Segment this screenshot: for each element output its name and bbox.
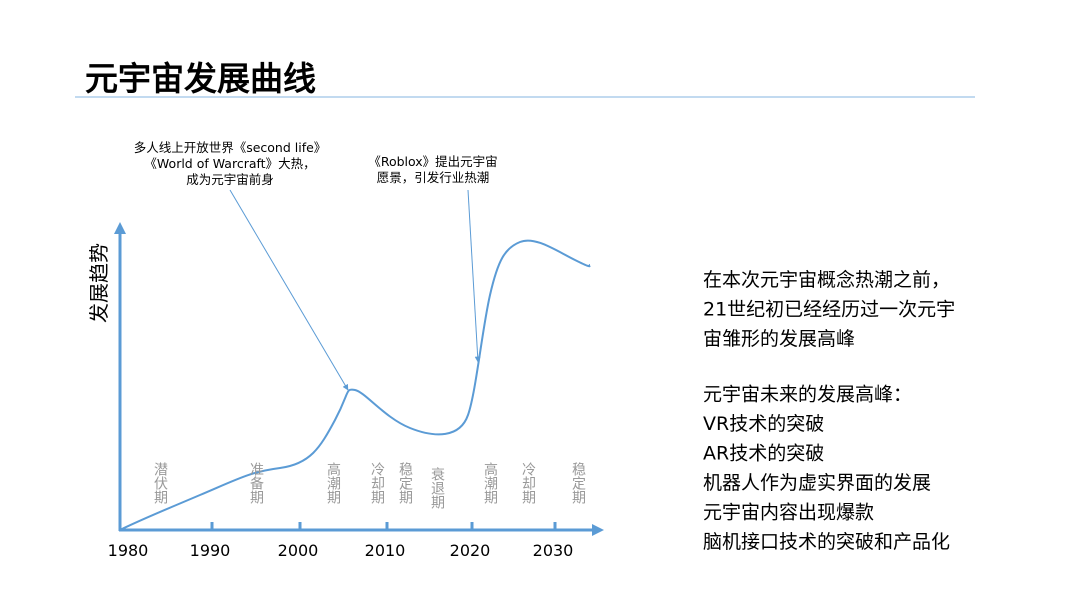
title: 元宇宙发展曲线 <box>85 59 316 98</box>
note-line: AR技术的突破 <box>703 443 824 465</box>
x-tick-label: 1990 <box>190 541 231 560</box>
annotation-arrow <box>467 189 481 363</box>
annotation: 愿景，引发行业热潮 <box>377 170 490 185</box>
annotation: 多人线上开放世界《second life》 <box>134 140 327 155</box>
phase-label: 冷却期 <box>520 462 536 505</box>
x-tick-label: 2020 <box>450 541 491 560</box>
axis-label: 发展趋势 <box>87 243 111 323</box>
annotation-arrow <box>229 189 349 391</box>
note-line: 元宇宙内容出现爆款 <box>703 502 874 524</box>
phase-label: 高潮期 <box>482 461 498 505</box>
x-tick-label: 1980 <box>108 541 149 560</box>
note-line: 脑机接口技术的突破和产品化 <box>703 531 950 553</box>
content: 1980 1990 2000 2010 2020 2030潜伏期 准备期 高潮期 冷却期 稳定期衰… <box>108 140 956 560</box>
x-tick-label: 2010 <box>365 541 406 560</box>
phase-label: 潜伏期 <box>152 462 168 505</box>
note-line: 宙雏形的发展高峰 <box>703 328 855 350</box>
phase-label: 稳定期 <box>397 462 413 505</box>
x-tick-label: 2030 <box>533 541 574 560</box>
note-line: 21世纪初已经经历过一次元宇 <box>703 299 955 321</box>
annotation: 《World of Warcraft》大热， <box>144 156 315 171</box>
note-line: VR技术的突破 <box>703 413 824 435</box>
note-line: 机器人作为虚实界面的发展 <box>703 472 931 494</box>
phase-label: 准备期 <box>248 462 264 505</box>
note-line: 在本次元宇宙概念热潮之前， <box>703 268 950 291</box>
x-tick-label: 2000 <box>278 541 319 560</box>
note-line: 元宇宙未来的发展高峰： <box>703 384 912 406</box>
trend-curve <box>119 239 591 531</box>
phase-label: 冷却期 <box>369 462 385 505</box>
phase-label: 衰退期 <box>429 466 445 510</box>
phase-label: 高潮期 <box>325 461 341 505</box>
phase-label: 稳定期 <box>570 462 586 505</box>
annotation: 成为元宇宙前身 <box>186 172 274 187</box>
annotation: 《Roblox》提出元宇宙 <box>368 154 497 169</box>
